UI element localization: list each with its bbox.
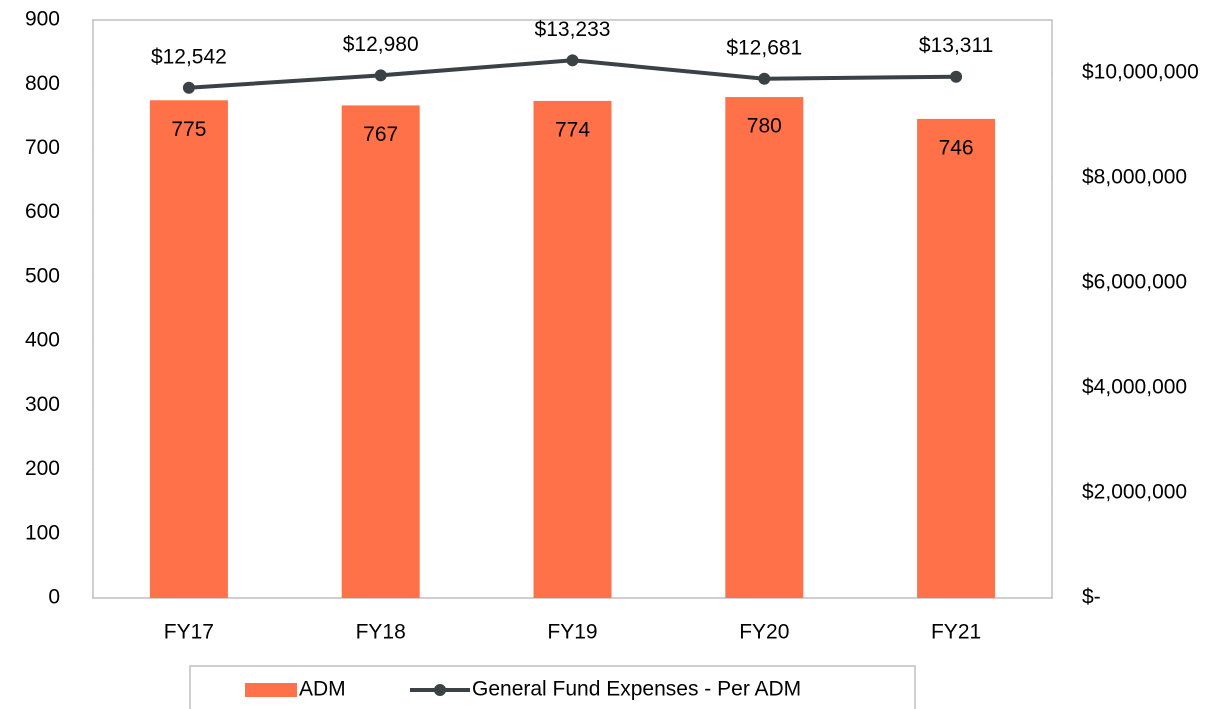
- bar-value-label: 746: [939, 136, 974, 159]
- y2-tick-label: $-: [1082, 586, 1101, 609]
- bar-value-label: 774: [555, 118, 590, 141]
- bar-value-label: 775: [171, 118, 206, 141]
- y-tick-label: 300: [25, 393, 60, 416]
- x-tick-label: FY18: [356, 621, 406, 644]
- x-tick-label: FY19: [547, 621, 597, 644]
- x-tick-label: FY17: [164, 621, 214, 644]
- y-tick-label: 600: [25, 200, 60, 223]
- x-tick-label: FY21: [931, 621, 981, 644]
- y2-tick-label: $10,000,000: [1082, 61, 1199, 84]
- y-tick-label: 700: [25, 136, 60, 159]
- y-tick-label: 500: [25, 264, 60, 287]
- bar-value-label: 780: [747, 115, 782, 138]
- bar: [341, 105, 420, 598]
- bar-value-label: 767: [363, 123, 398, 146]
- bar: [917, 118, 996, 598]
- line-marker: [758, 72, 771, 85]
- y-tick-label: 800: [25, 72, 60, 95]
- y2-tick-label: $6,000,000: [1082, 271, 1187, 294]
- y-tick-label: 100: [25, 521, 60, 544]
- bar: [149, 100, 228, 599]
- y-tick-label: 900: [25, 8, 60, 31]
- line-marker: [182, 81, 195, 94]
- line-marker: [374, 69, 387, 82]
- legend-label: ADM: [299, 678, 346, 701]
- legend-swatch-marker: [434, 684, 446, 696]
- legend-box: [189, 665, 916, 709]
- y-tick-label: 0: [48, 586, 60, 609]
- bar: [725, 97, 804, 599]
- bar: [533, 100, 612, 599]
- line-point-label: $12,681: [726, 36, 802, 59]
- legend-label: General Fund Expenses - Per ADM: [472, 678, 801, 701]
- legend-swatch: [245, 683, 297, 697]
- line-marker: [566, 54, 579, 67]
- line-point-label: $12,980: [343, 33, 419, 56]
- y-tick-label: 200: [25, 457, 60, 480]
- y-tick-label: 400: [25, 329, 60, 352]
- x-tick-label: FY20: [739, 621, 789, 644]
- line-point-label: $12,542: [151, 45, 227, 68]
- y2-tick-label: $2,000,000: [1082, 481, 1187, 504]
- y2-tick-label: $8,000,000: [1082, 166, 1187, 189]
- line-point-label: $13,311: [919, 34, 993, 57]
- line-point-label: $13,233: [535, 18, 611, 41]
- line-marker: [950, 70, 963, 83]
- y2-tick-label: $4,000,000: [1082, 376, 1187, 399]
